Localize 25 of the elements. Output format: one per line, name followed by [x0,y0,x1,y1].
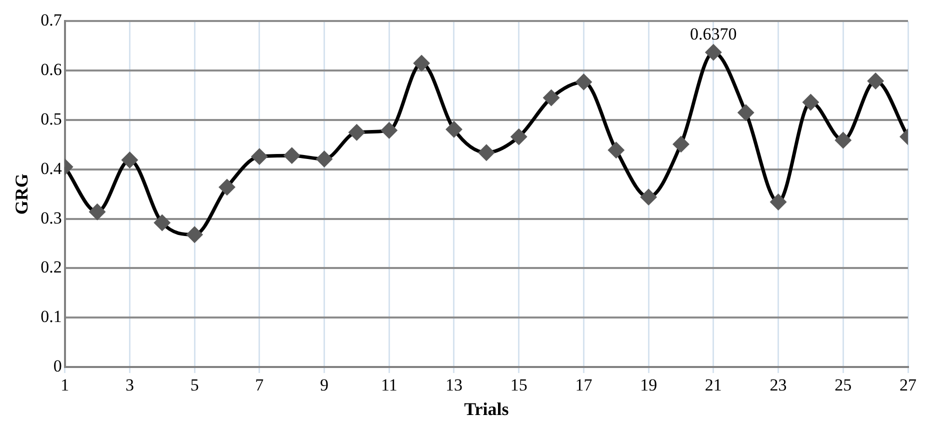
x-tick-label: 11 [380,376,398,395]
y-tick-label: 0.5 [40,109,62,128]
y-tick-label: 0.6 [40,60,62,80]
y-tick-label: 0.4 [40,158,62,178]
y-tick-label: 0.7 [40,10,62,30]
x-tick-label: 5 [190,376,199,395]
annotation: 0.6370 [690,24,737,44]
x-tick-label: 23 [770,376,787,395]
x-tick-label: 13 [445,376,462,395]
x-tick-label: 25 [834,376,852,395]
y-axis-title: GRG [11,174,32,215]
x-tick-label: 21 [704,376,722,395]
x-tick-label: 19 [640,376,658,395]
y-tick-label: 0.3 [40,208,62,228]
x-tick-label: 9 [320,376,329,395]
x-tick-label: 27 [900,376,917,395]
x-tick-label: 7 [255,376,264,395]
x-axis-title: Trials [464,398,509,419]
x-tick-label: 3 [125,376,134,395]
y-tick-label: 0 [53,356,62,376]
x-tick-label: 15 [510,376,528,395]
x-tick-label: 1 [60,376,70,395]
y-tick-label: 0.2 [40,258,62,277]
y-tick-label: 0.1 [40,307,62,326]
x-tick-label: 17 [575,376,593,395]
